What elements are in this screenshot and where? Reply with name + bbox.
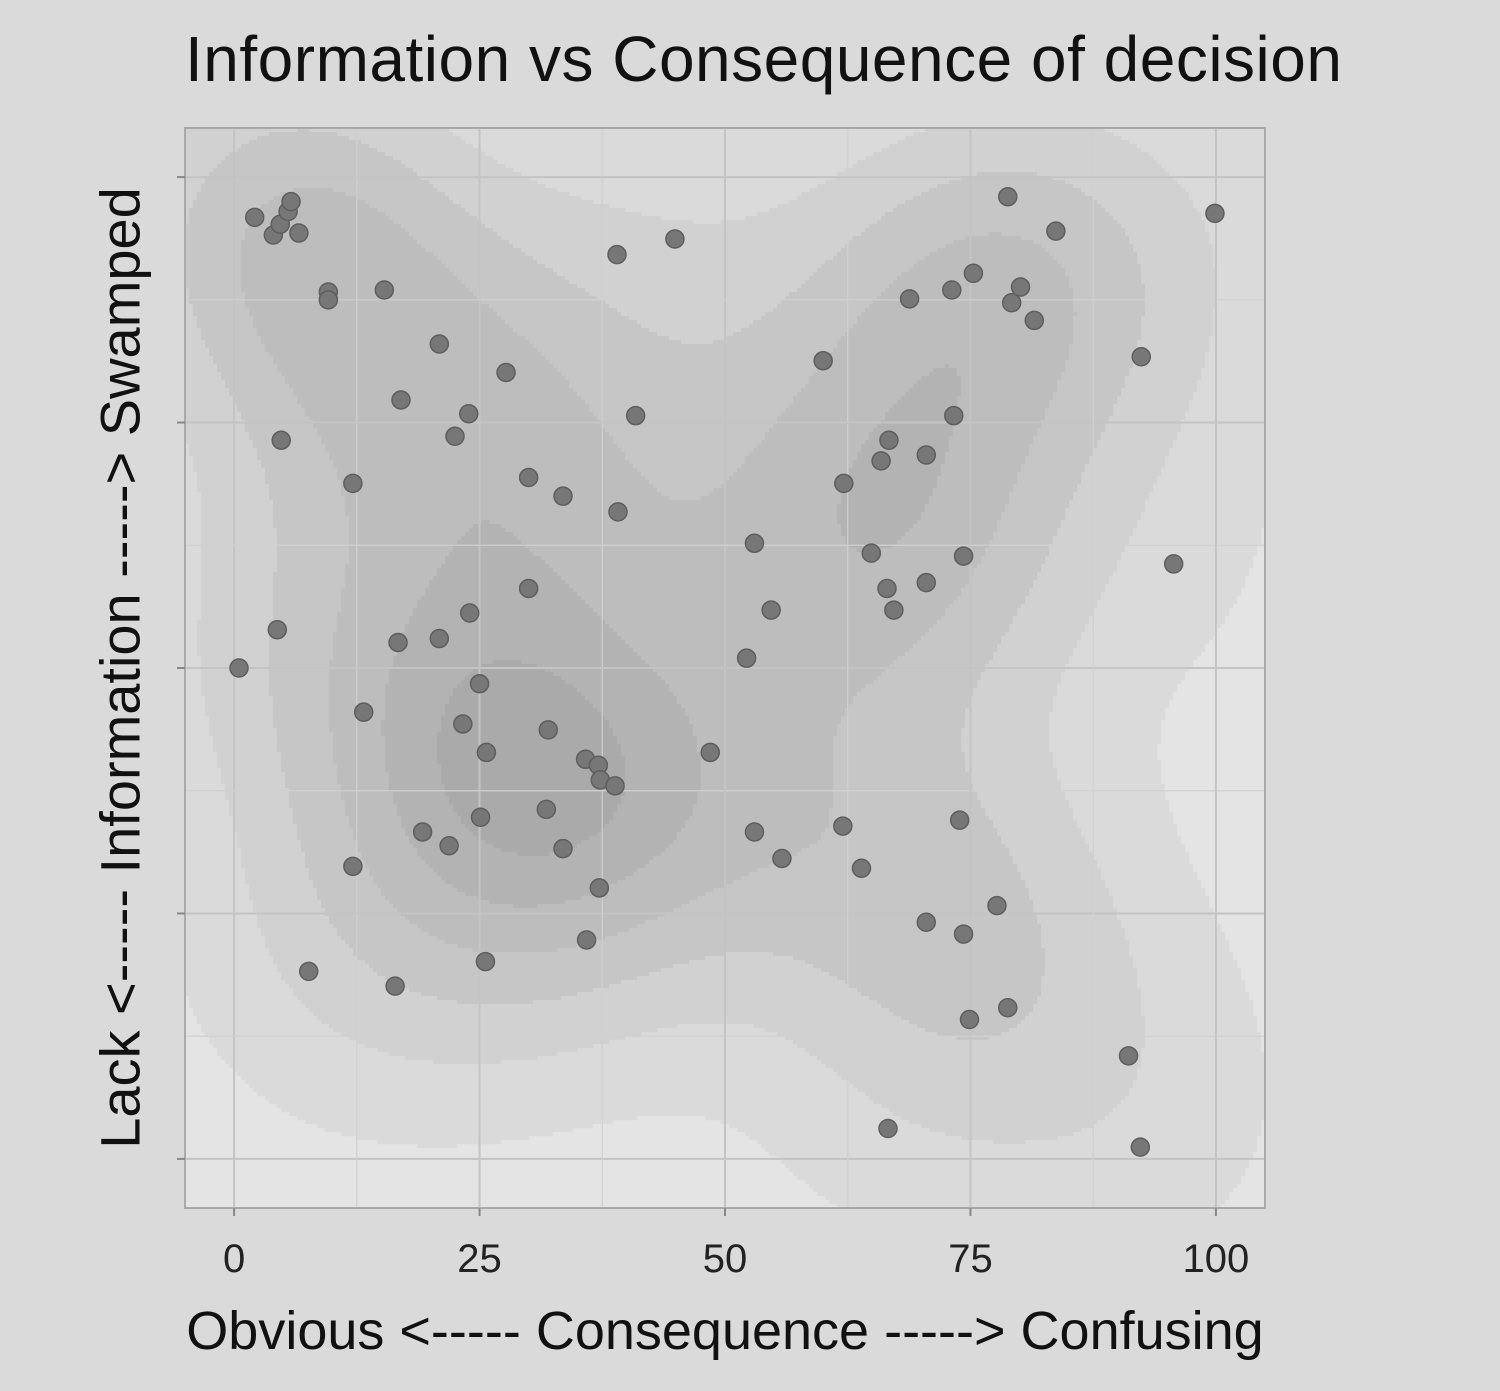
data-point [744,533,765,554]
data-point [229,658,249,678]
data-point [576,930,597,950]
data-point [469,673,490,694]
x-tick-label: 75 [948,1237,993,1281]
data-point [459,603,480,623]
data-point [963,263,984,284]
data-point [553,486,573,506]
data-point [1131,347,1152,367]
data-point [761,600,781,620]
data-point [470,807,491,827]
data-point [879,430,899,450]
data-point [518,467,539,488]
x-axis-label: Obvious <----- Consequence -----> Confus… [186,1301,1264,1361]
data-point [445,426,465,447]
data-point [289,223,309,243]
data-point [608,502,628,522]
data-point [538,720,559,740]
data-point [813,350,833,371]
data-point [1046,221,1066,241]
data-point [861,543,882,563]
data-point [589,878,610,898]
data-point [953,924,974,944]
data-point [998,186,1018,207]
data-point [851,858,872,879]
data-point [496,362,516,383]
data-point [884,600,904,620]
data-point [518,578,539,599]
data-point [942,280,962,300]
data-point [834,473,854,494]
data-point [281,191,301,212]
points [229,186,1225,1157]
x-tick-label: 0 [223,1237,245,1281]
data-point [271,430,291,450]
data-point [998,997,1018,1018]
data-point [318,290,339,310]
data-point [343,856,363,877]
data-point [665,229,685,249]
chart-title: Information vs Consequence of decision [185,23,1343,95]
data-point [916,912,937,933]
data-point [458,403,479,424]
data-point [953,546,974,566]
data-point [899,289,920,309]
data-point [878,1118,898,1139]
data-point [1024,310,1045,331]
data-point [476,742,497,763]
data-point [700,742,721,763]
data-point [374,280,395,300]
data-point [772,848,792,869]
data-point [605,776,625,796]
data-point [391,390,411,410]
data-point [1010,277,1031,297]
data-point [916,445,937,465]
data-point [343,473,363,494]
data-point [412,822,433,842]
data-point [429,628,450,649]
data-point [916,572,937,593]
data-point [453,714,473,734]
data-point [439,835,459,856]
data-point [553,838,573,859]
data-point [1001,293,1022,313]
axes: 0 25 50 75 100 [177,127,1266,1281]
x-tick-label: 100 [1183,1237,1250,1281]
data-point [833,816,853,836]
data-point [1118,1046,1139,1066]
data-point [949,810,970,830]
data-point [536,799,557,820]
data-point [877,578,897,599]
data-point [385,976,405,996]
data-point [625,405,646,426]
data-point [987,895,1007,916]
data-point [267,619,288,640]
data-point [429,334,450,354]
x-tick-label: 50 [703,1237,748,1281]
data-point [1130,1137,1151,1157]
data-point [298,961,319,982]
data-point [744,822,765,842]
data-point [736,648,757,668]
data-point [353,702,374,722]
data-point [244,207,265,228]
data-point [871,451,891,471]
data-point [607,244,627,265]
data-point [959,1009,980,1030]
data-point [1205,203,1225,224]
data-point [388,632,408,653]
data-point [1163,554,1184,574]
x-tick-label: 25 [457,1237,502,1281]
data-point [944,405,964,426]
data-point [475,951,496,972]
